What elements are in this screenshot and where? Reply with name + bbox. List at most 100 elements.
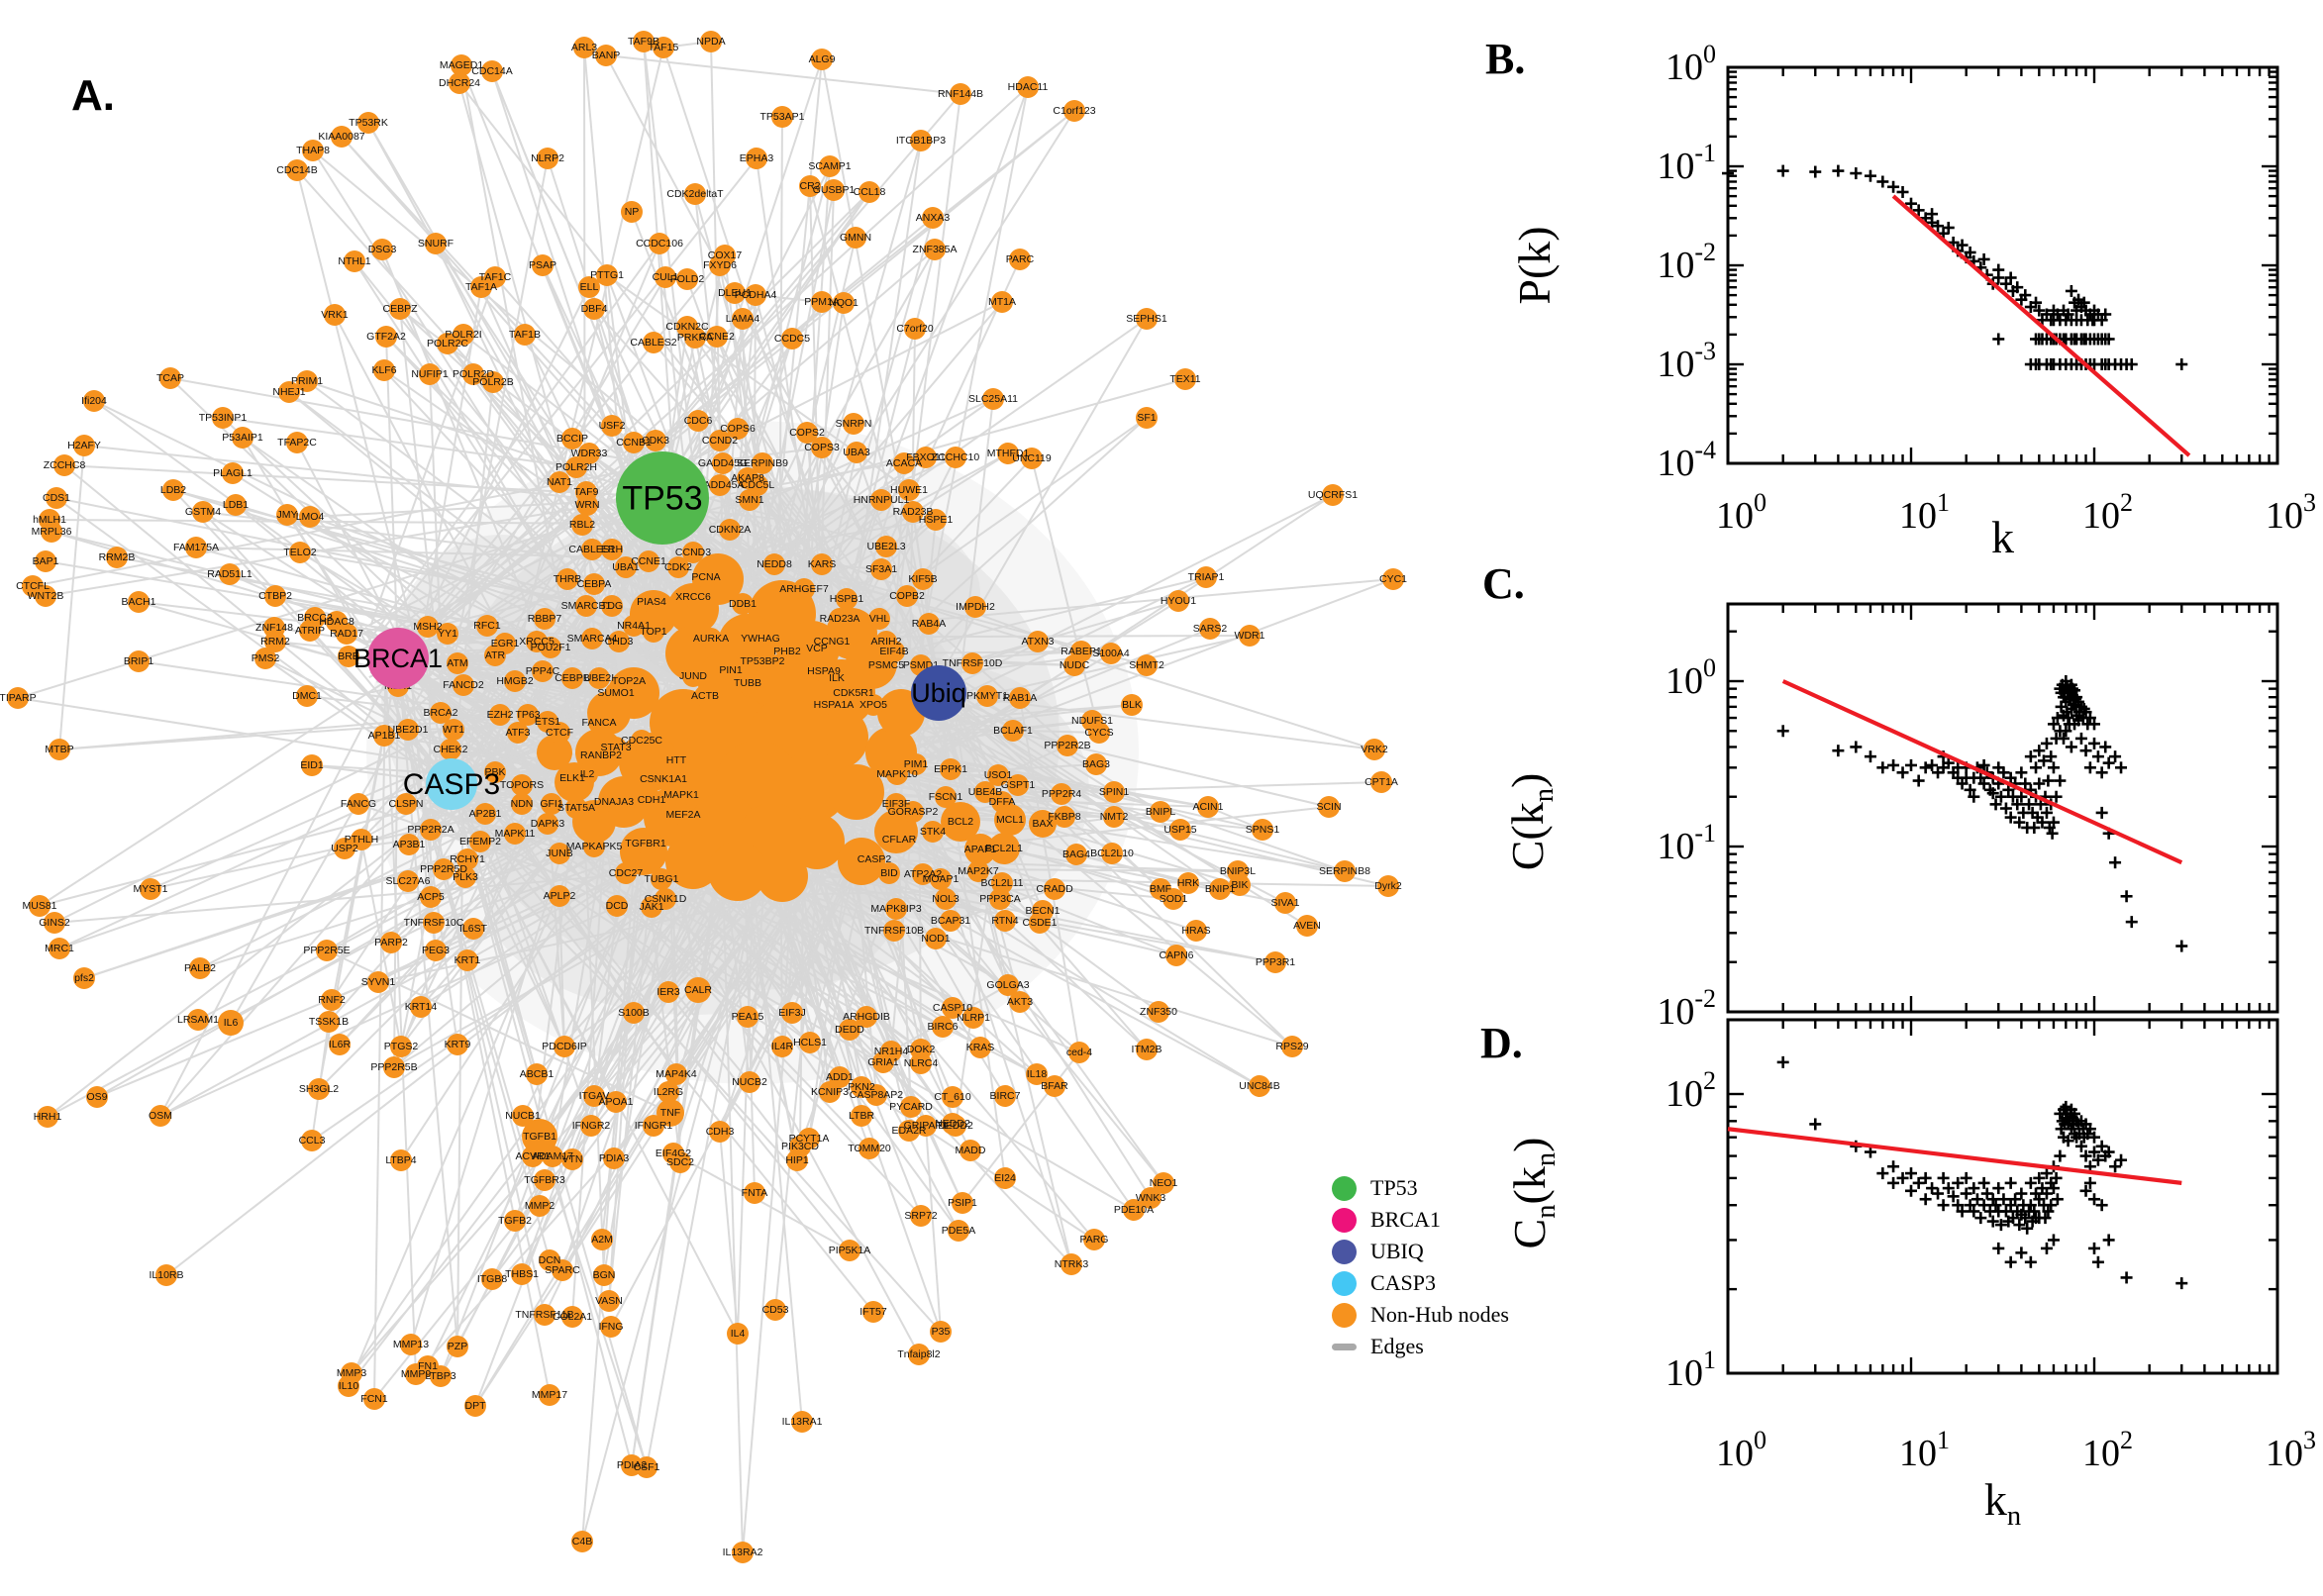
network-node-label: PKMYT1 [966, 690, 1008, 702]
network-node [162, 479, 184, 501]
network-node [565, 456, 587, 478]
network-node-label: THBS1 [505, 1268, 539, 1280]
network-node [86, 1086, 108, 1108]
network-node-label: SF3A1 [865, 563, 897, 575]
tick-label: 100 [1716, 1426, 1767, 1474]
network-node-label: SLC25A11 [968, 393, 1018, 405]
network-node [1167, 590, 1189, 612]
tick-label: 102 [2082, 488, 2133, 537]
network-node-label: IL13RA1 [782, 1416, 823, 1428]
network-node [417, 616, 439, 638]
network-node-label: HTT [666, 754, 687, 766]
network-node-label: SRP72 [904, 1210, 937, 1222]
network-node [504, 823, 526, 845]
network-node [925, 928, 947, 949]
network-node-label: C7orf20 [896, 323, 934, 335]
network-node-label: DCD [606, 900, 629, 912]
network-node [373, 725, 395, 747]
network-node-label: POLR2H [556, 461, 597, 473]
network-node [462, 363, 484, 385]
network-node-label: CDH3 [706, 1126, 735, 1138]
network-node-label: CRADD [1036, 883, 1073, 895]
network-node [918, 613, 940, 635]
network-node [575, 595, 597, 617]
network-node-label: BAX [1032, 818, 1053, 830]
network-node-label: BCLAF1 [993, 725, 1033, 737]
network-node [910, 130, 932, 151]
network-node [447, 1336, 468, 1357]
network-node [799, 1032, 821, 1053]
network-node-label: PEA15 [732, 1011, 764, 1023]
network-node-label: ETS1 [535, 716, 560, 728]
network-node [676, 268, 698, 290]
tick-label: 100 [1666, 40, 1716, 88]
network-node [395, 793, 417, 815]
network-node-label: CPT1A [1364, 776, 1398, 788]
network-node [549, 471, 570, 493]
network-node [1002, 720, 1024, 742]
network-node-label: RNF144B [938, 88, 983, 100]
network-node-label: WRN [574, 499, 599, 511]
network-node-label: EID1 [300, 759, 324, 771]
network-node [357, 112, 379, 134]
network-node [706, 326, 728, 348]
tick-label: 10-4 [1657, 436, 1716, 484]
network-node-label: XRCC5 [519, 636, 555, 648]
network-node-label: APLP2 [544, 890, 576, 902]
network-node-label: ATM [447, 657, 467, 669]
network-node [561, 1148, 583, 1170]
network-node-label: HSPB1 [830, 593, 864, 605]
network-node-label: C4B [572, 1536, 592, 1547]
network-node-label: BRIP1 [124, 655, 154, 667]
network-node-label: NEDD2 [935, 1118, 970, 1130]
network-node-label: SEPHS1 [1126, 313, 1167, 325]
network-node-label: ERH [601, 544, 623, 555]
network-node-label: MOAP1 [923, 873, 960, 885]
network-node [447, 1034, 468, 1055]
network-node [811, 291, 833, 313]
network-node-label: USO1 [984, 769, 1013, 781]
network-node [338, 646, 359, 667]
network-node [1136, 308, 1158, 330]
network-node [443, 719, 464, 741]
fit-line [1891, 194, 2191, 457]
panel-label-c: C. [1482, 559, 1525, 608]
network-node-label: CASP8AP2 [850, 1089, 903, 1101]
network-node-label: NR1H4 [874, 1046, 909, 1057]
network-node-label: CCL18 [854, 186, 886, 198]
network-node [522, 1146, 544, 1167]
network-node-label: MEF2A [665, 809, 700, 821]
network-node-label: TGFB1 [523, 1131, 556, 1143]
network-node [633, 31, 655, 52]
network-node-label: CYC1 [1379, 573, 1407, 585]
network-node [608, 631, 630, 652]
network-node-label: NLRP1 [957, 1012, 990, 1024]
network-node-label: OSM [149, 1110, 172, 1122]
network-node [187, 1009, 209, 1031]
tick-label: 10-1 [1657, 819, 1716, 867]
network-node [720, 659, 742, 681]
tick-label: 10-3 [1657, 337, 1716, 385]
legend-item-label: BRCA1 [1370, 1207, 1441, 1232]
network-node-label: ITM2B [1132, 1044, 1162, 1055]
network-node [554, 1036, 575, 1057]
network-node-label: CD53 [762, 1304, 789, 1316]
network-node-label: PHB2 [773, 646, 801, 657]
network-node [537, 711, 558, 733]
network-node-label: TRIAP1 [1188, 571, 1225, 583]
network-node-label: BAP1 [33, 555, 59, 567]
network-node [811, 553, 833, 575]
network-node-label: STAT3 [600, 742, 631, 753]
network-node [296, 370, 318, 392]
network-node [948, 1220, 969, 1242]
network-node-label: Tnfaip8l2 [897, 1348, 940, 1360]
network-node-label: APAF1 [964, 844, 997, 855]
legend-item-casp3: CASP3 [1332, 1267, 1509, 1299]
network-node-label: AP2B1 [469, 808, 502, 820]
network-node [764, 1299, 786, 1321]
network-node-label: EIF3F [882, 798, 911, 810]
network-node [464, 1395, 486, 1417]
network-node [601, 595, 623, 617]
network-node-label: PPP4C [526, 665, 560, 677]
legend-item-brca1: BRCA1 [1332, 1204, 1509, 1236]
